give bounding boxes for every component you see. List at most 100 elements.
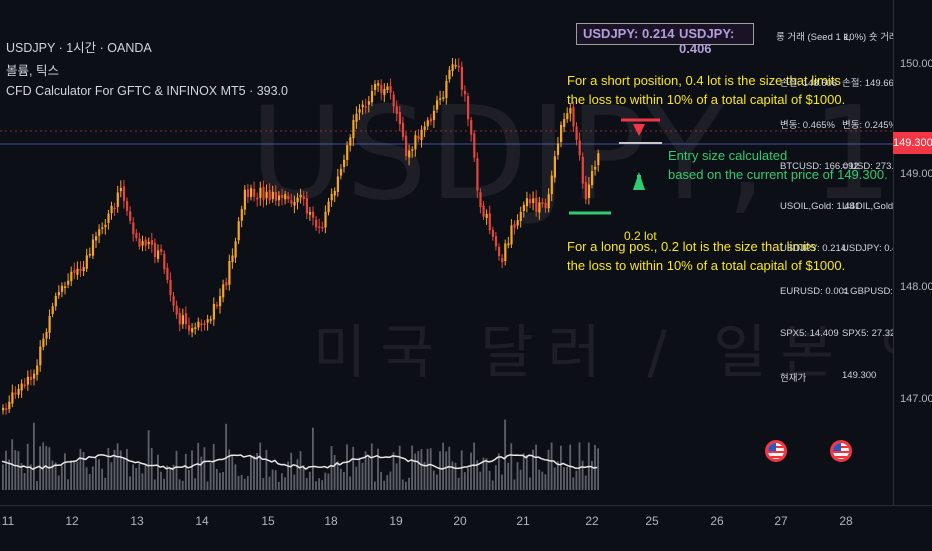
- candle: [498, 246, 501, 257]
- candle: [541, 202, 544, 204]
- volume-bar: [473, 442, 475, 490]
- candle: [429, 118, 432, 122]
- volume-bar: [330, 446, 333, 490]
- candle: [594, 166, 597, 170]
- volume-bar: [535, 444, 537, 490]
- candle: [150, 240, 153, 245]
- candle: [432, 110, 436, 121]
- volume-bar: [324, 472, 327, 490]
- candle: [333, 191, 336, 196]
- candle: [212, 303, 215, 320]
- volume-bar: [271, 469, 274, 490]
- volume-bar: [129, 476, 131, 490]
- volume-bar: [101, 468, 103, 490]
- volume-bar: [305, 478, 308, 490]
- volume-bar: [88, 473, 91, 490]
- volume-bar: [197, 442, 200, 490]
- volume-bar: [54, 462, 57, 490]
- candle: [178, 313, 181, 325]
- candle: [82, 267, 85, 272]
- candle: [454, 64, 457, 67]
- volume-bar: [318, 478, 320, 490]
- candle: [383, 88, 386, 95]
- candle: [73, 270, 76, 273]
- candle: [110, 205, 113, 214]
- indicator-legend[interactable]: CFD Calculator For GFTC & INFINOX MT5 · …: [6, 84, 288, 98]
- candle: [485, 214, 488, 219]
- candle: [76, 268, 79, 275]
- volume-bar: [572, 477, 575, 490]
- candle: [550, 175, 553, 195]
- candle: [389, 85, 392, 93]
- volume-bar: [358, 457, 361, 490]
- volume-bar: [494, 465, 497, 490]
- volume-bar: [575, 470, 578, 490]
- entry-note: Entry size calculated based on the curre…: [668, 146, 888, 184]
- candle: [501, 257, 504, 263]
- volume-bar: [346, 444, 348, 490]
- candle: [116, 192, 119, 207]
- candle: [153, 242, 157, 258]
- volume-bar: [429, 448, 432, 490]
- candle: [17, 388, 20, 395]
- candle: [39, 346, 42, 366]
- table-cell-short: SPX5: 27.322: [842, 328, 893, 339]
- candle: [494, 236, 498, 247]
- candle: [491, 229, 494, 237]
- price-chart[interactable]: [0, 0, 893, 505]
- volume-bar: [209, 463, 212, 490]
- candle: [14, 392, 17, 395]
- candle: [222, 284, 225, 298]
- volume-bar: [333, 455, 336, 490]
- symbol-legend[interactable]: USDJPY · 1시간 · OANDA: [6, 41, 152, 55]
- long-arrow-stem: [637, 175, 641, 190]
- candle: [256, 197, 259, 200]
- volume-bar: [169, 467, 172, 490]
- volume-bar: [160, 471, 162, 490]
- candle: [578, 140, 581, 156]
- candle: [405, 135, 408, 157]
- candle: [538, 202, 541, 213]
- candle: [281, 195, 284, 198]
- volume-bar: [476, 460, 479, 490]
- chart-pane[interactable]: USDJPY, 1시간 미국 달러 / 일본 엔 USDJPY · 1시간 · …: [0, 0, 893, 505]
- candle: [284, 194, 287, 200]
- candle: [234, 241, 237, 258]
- volume-bar: [352, 446, 355, 490]
- price-axis[interactable]: 150.000 149.000 148.000 147.000: [893, 0, 932, 505]
- volume-legend[interactable]: 볼륨, 틱스: [6, 64, 59, 78]
- candle: [358, 109, 361, 113]
- us-flag-icon[interactable]: [830, 440, 852, 462]
- candle: [91, 239, 95, 256]
- volume-bar: [287, 461, 289, 490]
- volume-bar: [110, 462, 113, 490]
- volume-bar: [501, 474, 503, 490]
- volume-bar: [343, 472, 345, 490]
- volume-bar: [439, 451, 441, 490]
- volume-bar: [423, 461, 426, 490]
- volume-bar: [417, 451, 420, 490]
- candle: [206, 319, 209, 323]
- candle: [367, 101, 370, 105]
- volume-bar: [516, 462, 519, 490]
- volume-bar: [547, 449, 550, 490]
- candle: [119, 187, 122, 192]
- us-flag-icon[interactable]: [765, 440, 787, 462]
- volume-bar: [215, 468, 218, 490]
- candle: [411, 149, 414, 151]
- volume-bar: [395, 463, 398, 490]
- volume-bar: [51, 460, 54, 490]
- candle: [209, 319, 212, 321]
- volume-bar: [426, 448, 429, 490]
- candle: [231, 255, 234, 263]
- volume-bar: [563, 467, 565, 490]
- volume-bar: [519, 469, 522, 490]
- volume-bar: [398, 445, 401, 490]
- volume-bar: [153, 479, 156, 490]
- time-axis[interactable]: 11 12 13 14 15 18 19 20 21 22 25 26 27 28: [0, 505, 932, 551]
- candle: [296, 197, 299, 203]
- volume-bar: [228, 449, 231, 490]
- volume-bar: [470, 452, 472, 490]
- candle: [26, 376, 29, 385]
- volume-bar: [491, 480, 494, 490]
